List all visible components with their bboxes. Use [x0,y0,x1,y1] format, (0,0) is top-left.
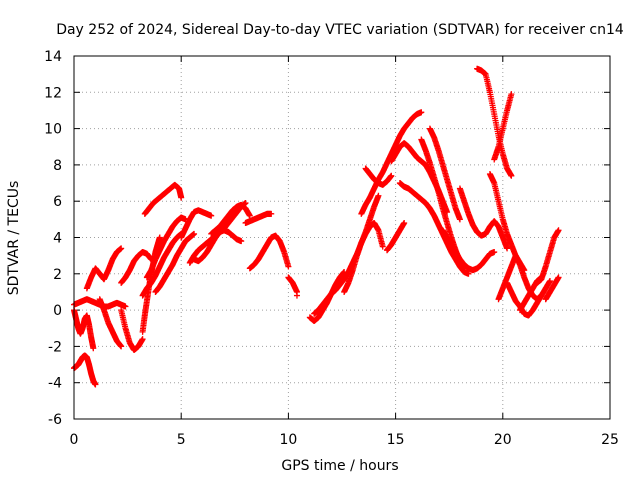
data-point [242,200,249,207]
x-axis-ticks: 0 5 10 15 20 25 [70,56,619,448]
series-arc32 [456,185,511,252]
x-tick-label: 5 [177,432,186,448]
series-arc11 [139,230,185,299]
data-point [491,249,498,256]
data-points [71,65,562,388]
data-point [375,192,382,199]
data-point [538,292,545,299]
y-tick-label: -6 [48,412,62,428]
data-point [118,343,125,350]
series-arc10 [143,214,189,281]
series-arc6 [118,307,146,354]
data-point [418,109,425,116]
series-arc40 [542,274,562,303]
series-arc25 [384,219,408,254]
data-point [191,230,198,237]
series-arc13 [178,207,215,241]
x-tick-label: 25 [601,432,619,448]
series-arc20 [293,292,300,299]
data-point [379,243,386,250]
y-tick-label: 0 [53,303,62,319]
data-point [238,238,245,245]
data-point [546,278,553,285]
y-tick-label: 2 [53,267,62,283]
series-arc3 [71,307,97,352]
data-point [504,245,511,252]
series-arc17 [242,210,275,226]
data-point [178,194,185,201]
series-arc15 [191,227,245,265]
grid-lines [74,56,610,419]
data-point [465,270,472,277]
series-arc33 [474,65,515,179]
y-tick-label: 6 [53,194,62,210]
series-arc7 [118,249,155,286]
plot-frame [73,55,611,420]
y-tick-label: -2 [48,339,62,355]
series-arc23 [341,219,386,295]
data-point [90,345,97,352]
data-point [508,91,515,98]
data-point [118,245,125,252]
x-tick-label: 0 [70,432,79,448]
data-point [401,219,408,226]
y-axis-label: SDTVAR / TECUs [6,181,22,296]
data-point [139,336,146,343]
series-arc9 [141,181,185,217]
y-tick-label: -4 [48,376,62,392]
series-arc18 [246,232,292,272]
series-arc5 [96,296,125,350]
series-arc31 [439,227,498,274]
x-tick-label: 10 [279,432,297,448]
series-arc38 [516,274,545,314]
data-point [285,263,292,270]
series-arc26 [362,165,395,188]
series-arc4 [83,245,125,292]
series-arc35 [491,91,515,163]
x-tick-label: 15 [387,432,405,448]
series-arc22 [311,192,382,317]
series-arc30 [426,125,463,223]
data-point [508,172,515,179]
data-point [208,212,215,219]
series-arc16 [208,201,253,237]
y-tick-label: 8 [53,158,62,174]
data-point [92,381,99,388]
y-axis-ticks: -6 -4 -2 0 2 4 6 8 10 12 14 [44,49,610,428]
data-point [555,274,562,281]
series-arc37 [504,279,545,319]
data-point [246,212,253,219]
data-point [456,216,463,223]
series-arc1 [71,352,99,388]
y-tick-label: 12 [44,85,62,101]
data-point [555,227,562,234]
series-arc12 [152,230,198,295]
y-tick-label: 10 [44,122,62,138]
series-arc24 [358,109,425,217]
chart-title: Day 252 of 2024, Sidereal Day-to-day VTE… [56,22,624,38]
y-tick-label: 4 [53,231,62,247]
data-point [388,172,395,179]
data-point [156,234,163,241]
y-tick-label: 14 [44,49,62,65]
x-axis-label: GPS time / hours [281,458,398,474]
data-point [268,210,275,217]
series-arc19 [285,274,300,295]
data-point [122,303,129,310]
data-point [293,292,300,299]
series-arc39 [534,227,562,286]
x-tick-label: 20 [494,432,512,448]
